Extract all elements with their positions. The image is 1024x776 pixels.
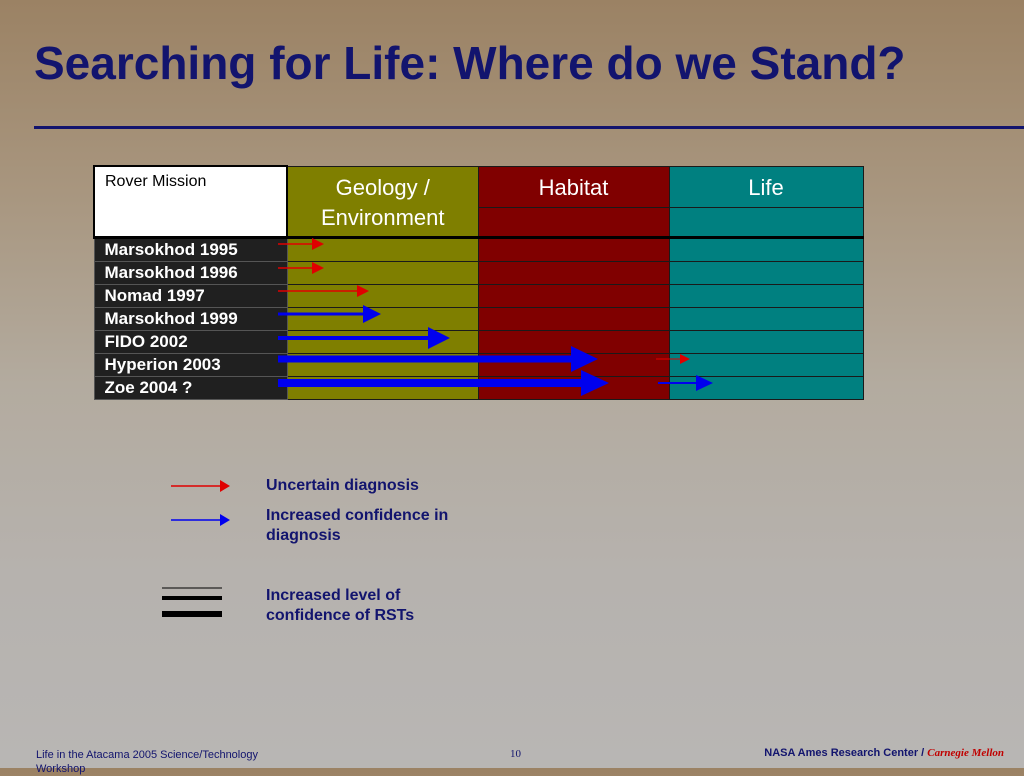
header-geology-environment: Geology / Environment [286,165,479,238]
header-geology-label: Geology / Environment [320,174,445,230]
rover-mission-table: Rover Mission Geology / Environment Habi… [93,165,864,400]
footer-cmu: Carnegie Mellon [927,747,1004,759]
legend-red-arrow-icon [171,480,230,492]
mission-name: FIDO 2002 [93,329,288,354]
footer-separator: / [918,747,928,759]
legend-increased-label: Increased confidence in diagnosis [266,507,449,544]
table-row: Marsokhod 1996 [93,260,864,285]
header-rover-mission: Rover Mission [93,165,288,238]
legend-thickness-lines-icon [162,587,222,617]
footer-nasa: NASA Ames Research Center [764,747,919,759]
table-row: Marsokhod 1995 [93,235,864,262]
table-row: FIDO 2002 [93,329,864,354]
table-row: Nomad 1997 [93,283,864,308]
table-row: Hyperion 2003 [93,352,864,377]
mission-name: Zoe 2004 ? [93,375,288,400]
header-life: Life [668,165,864,208]
table-row: Marsokhod 1999 [93,306,864,331]
legend-blue-arrow-icon [171,514,230,526]
header-habitat-sub [477,206,670,238]
table-row: Zoe 2004 ? [93,375,864,400]
legend-level-label: Increased level of confidence of RSTs [266,587,415,624]
title-underline [34,126,1024,129]
slide-title: Searching for Life: Where do we Stand? [34,37,906,89]
mission-name: Marsokhod 1996 [93,260,288,285]
header-life-sub [668,206,864,238]
mission-name: Nomad 1997 [93,283,288,308]
footer-org: NASA Ames Research Center / Carnegie Mel… [764,747,1004,759]
legend-uncertain-label: Uncertain diagnosis [266,477,419,494]
mission-name: Hyperion 2003 [93,352,288,377]
page-number: 10 [510,748,521,760]
mission-name: Marsokhod 1995 [93,235,288,262]
mission-name: Marsokhod 1999 [93,306,288,331]
header-habitat: Habitat [477,165,670,208]
footer-workshop: Life in the Atacama 2005 Science/Technol… [36,749,258,775]
